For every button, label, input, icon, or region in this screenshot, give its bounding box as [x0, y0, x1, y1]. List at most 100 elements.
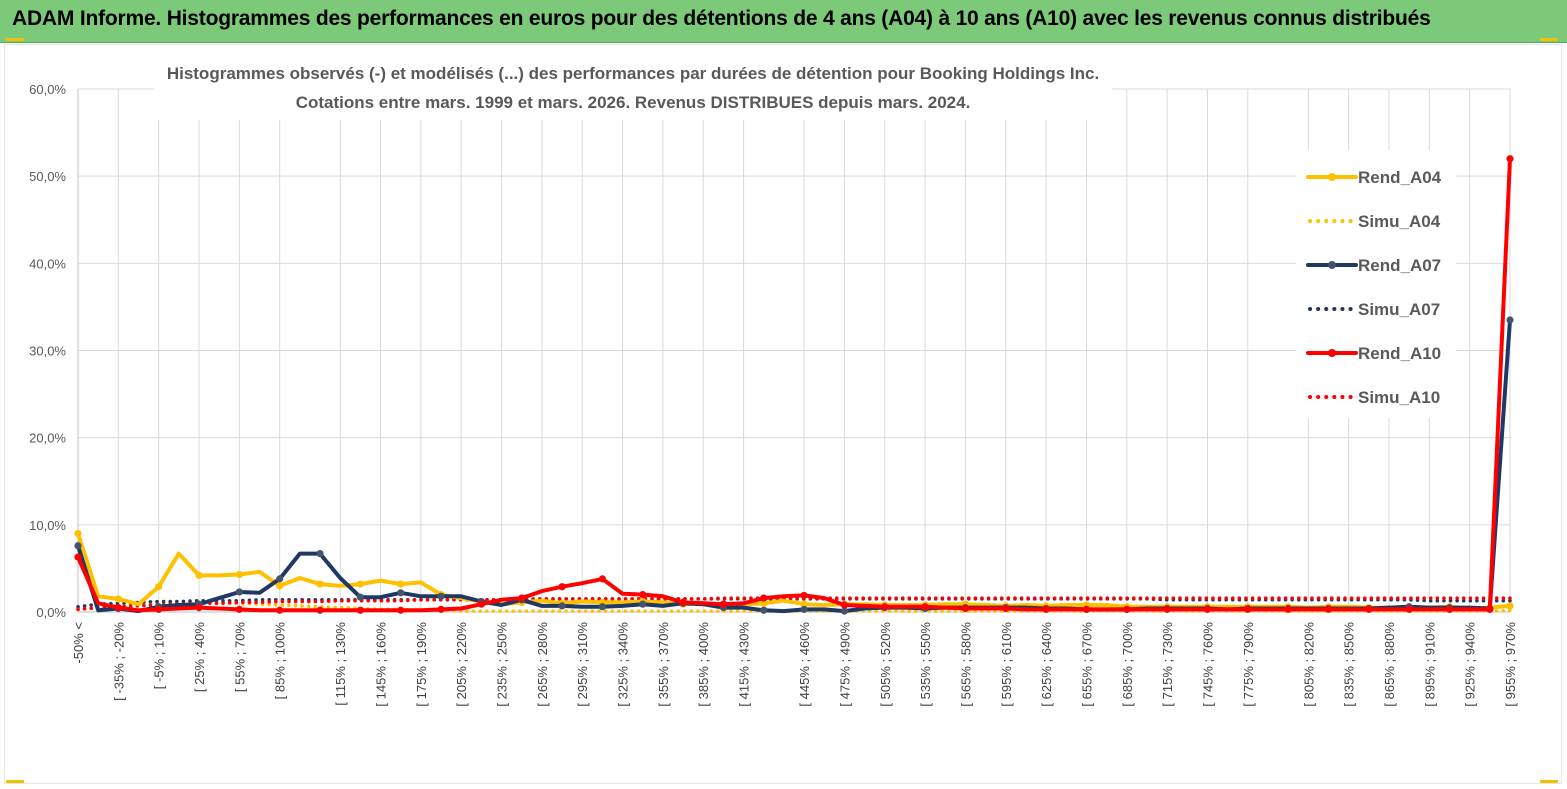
- data-point-rend-a10: [961, 604, 970, 613]
- data-point-rend-a07: [397, 589, 405, 597]
- data-point-rend-a04: [356, 580, 364, 588]
- chart-subtitle: Cotations entre mars. 1999 et mars. 2026…: [296, 93, 971, 112]
- data-point-rend-a10: [1002, 604, 1010, 613]
- data-point-rend-a04: [316, 580, 324, 588]
- x-tick-label: [ 895% ; 910%: [1422, 622, 1437, 707]
- chart-gridlines: [77, 88, 1511, 613]
- data-point-rend-a07: [840, 607, 849, 615]
- x-tick-label: [ 445% ; 460%: [797, 622, 812, 707]
- data-point-rend-a07: [74, 542, 82, 550]
- x-tick-label: [ 55% ; 70%: [232, 622, 247, 693]
- x-tick-label: [ 865% ; 880%: [1382, 622, 1397, 707]
- legend-label-simu-a10: Simu_A10: [1358, 388, 1440, 407]
- frame-corner-bottom-right: [1540, 780, 1558, 783]
- x-tick-label: [ 835% ; 850%: [1342, 622, 1357, 707]
- data-point-rend-a04: [114, 595, 122, 603]
- data-point-rend-a10: [1042, 605, 1050, 613]
- y-tick-label: 60,0%: [29, 82, 66, 97]
- data-point-rend-a04: [760, 599, 768, 607]
- data-point-rend-a10: [1082, 605, 1091, 613]
- x-tick-label: [ 235% ; 250%: [495, 622, 510, 707]
- data-point-rend-a04: [276, 582, 284, 590]
- legend-box: [1296, 150, 1456, 418]
- data-point-rend-a10: [1506, 155, 1514, 163]
- data-point-rend-a10: [477, 600, 485, 608]
- y-tick-label: 50,0%: [29, 169, 66, 184]
- data-point-rend-a10: [840, 601, 849, 609]
- chart-title-box: [154, 58, 1112, 120]
- x-tick-label: [ 205% ; 220%: [454, 622, 469, 707]
- data-point-rend-a10: [276, 606, 284, 614]
- x-tick-label: [ 655% ; 670%: [1079, 622, 1094, 707]
- data-point-rend-a10: [1284, 605, 1292, 613]
- legend: Rend_A04 Simu_A04 Rend_A07 Simu_A07 Rend_A10…: [1306, 168, 1442, 407]
- x-tick-label: [ 715% ; 730%: [1160, 622, 1175, 707]
- data-point-rend-a10: [719, 600, 728, 608]
- y-tick-label: 20,0%: [29, 431, 66, 446]
- data-point-rend-a04: [235, 570, 243, 579]
- data-point-rend-a04: [195, 571, 203, 579]
- data-point-rend-a04: [74, 529, 82, 538]
- series-line-simu-a07: [76, 597, 1512, 609]
- data-point-rend-a07: [276, 575, 284, 583]
- data-point-rend-a10: [800, 591, 808, 600]
- data-point-rend-a10: [235, 605, 243, 613]
- x-tick-label: [ 385% ; 400%: [696, 622, 711, 707]
- x-tick-label: [ 265% ; 280%: [535, 622, 550, 707]
- data-point-rend-a10: [921, 603, 929, 611]
- y-axis: 0,0% 10,0% 20,0% 30,0% 40,0% 50,0% 60,0%: [29, 82, 79, 620]
- data-point-rend-a10: [356, 606, 364, 614]
- y-tick-label: 0,0%: [36, 605, 66, 620]
- data-point-rend-a07: [437, 592, 445, 600]
- data-point-rend-a07: [760, 606, 768, 614]
- data-point-rend-a07: [1506, 316, 1514, 324]
- series-line-rend-a10: [76, 156, 1512, 613]
- x-tick-label: [ 565% ; 580%: [958, 622, 973, 707]
- frame-corner-top-left: [6, 38, 24, 41]
- data-point-rend-a07: [356, 593, 364, 601]
- x-tick-label: [ 475% ; 490%: [837, 622, 852, 707]
- data-point-rend-a10: [114, 604, 122, 612]
- y-tick-label: 10,0%: [29, 518, 66, 533]
- report-banner: ADAM Informe. Histogrammes des performan…: [0, 0, 1567, 43]
- frame-corner-bottom-left: [6, 780, 24, 783]
- x-tick-label: [ 685% ; 700%: [1120, 622, 1135, 707]
- x-tick-label: [ 25% ; 40%: [192, 622, 207, 693]
- data-point-rend-a10: [195, 604, 203, 612]
- data-point-rend-a10: [155, 605, 163, 613]
- data-point-rend-a10: [760, 594, 768, 602]
- data-point-rend-a10: [679, 598, 687, 607]
- data-point-rend-a10: [1163, 605, 1171, 613]
- y-tick-label: 40,0%: [29, 256, 66, 271]
- data-point-rend-a10: [1486, 605, 1494, 613]
- x-tick-label: [ 775% ; 790%: [1241, 622, 1256, 707]
- report-title: ADAM Informe. Histogrammes des performan…: [12, 7, 1431, 30]
- data-point-rend-a04: [155, 583, 163, 591]
- x-tick-label: [ 295% ; 310%: [575, 622, 590, 707]
- x-axis: -50% < [ -35% ; -20% [ -5% ; 10% [ 25% ; 40…: [71, 611, 1518, 707]
- legend-marker-rend-a07: [1328, 261, 1336, 269]
- data-point-rend-a07: [558, 602, 566, 610]
- chart-frame: [4, 44, 1562, 784]
- data-point-rend-a10: [1123, 605, 1131, 613]
- series-line-simu-a10: [76, 596, 1512, 612]
- legend-marker-rend-a10: [1328, 349, 1336, 357]
- legend-label-rend-a04: Rend_A04: [1358, 168, 1442, 187]
- data-point-rend-a10: [1365, 605, 1373, 613]
- data-point-rend-a10: [316, 606, 324, 614]
- data-point-rend-a07: [598, 603, 606, 611]
- y-tick-label: 30,0%: [29, 344, 66, 359]
- x-tick-label: [ -5% ; 10%: [152, 622, 167, 690]
- x-tick-label: [ 355% ; 370%: [656, 622, 671, 707]
- x-tick-label: [ 955% ; 970%: [1503, 622, 1518, 707]
- frame-corner-top-right: [1540, 38, 1558, 41]
- data-point-rend-a10: [74, 553, 82, 561]
- legend-label-simu-a04: Simu_A04: [1358, 212, 1441, 231]
- series-layer: [74, 155, 1514, 615]
- x-tick-label: [ 745% ; 760%: [1200, 622, 1215, 707]
- data-point-rend-a10: [1445, 605, 1454, 613]
- legend-label-rend-a10: Rend_A10: [1358, 344, 1441, 363]
- data-point-rend-a07: [639, 600, 647, 608]
- x-tick-label: [ 625% ; 640%: [1039, 622, 1054, 707]
